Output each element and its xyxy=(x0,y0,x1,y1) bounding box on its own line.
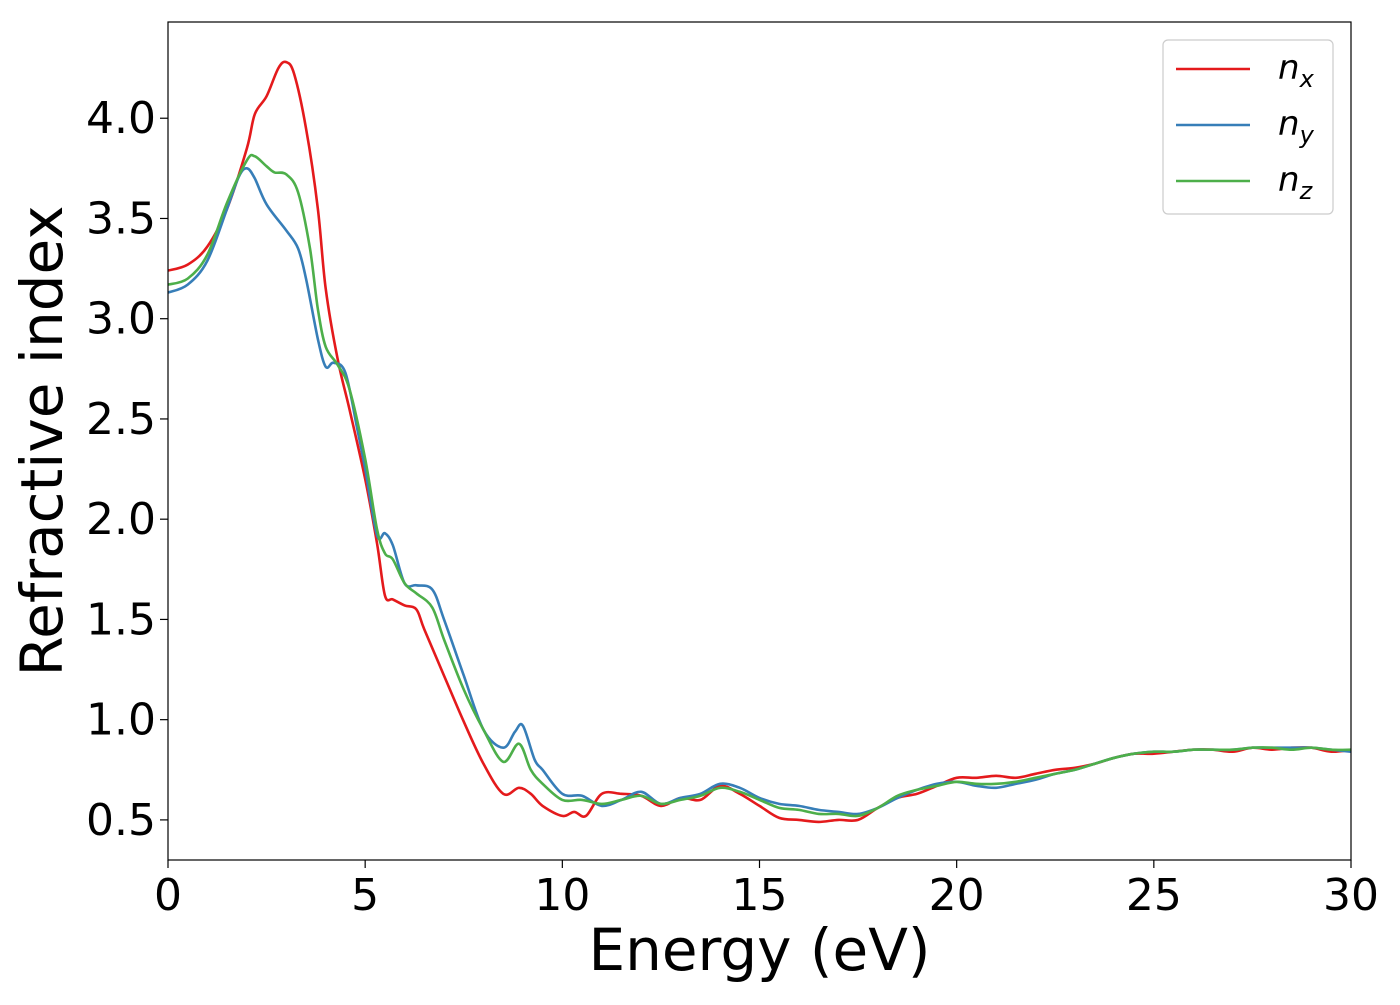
x-tick-label: 15 xyxy=(732,870,788,921)
x-tick-label: 5 xyxy=(351,870,379,921)
y-axis: 0.5 1.0 1.5 2.0 2.5 3.0 3.5 4.0 xyxy=(86,93,168,846)
series-line-y xyxy=(168,166,1351,816)
y-tick-label: 3.0 xyxy=(86,294,156,345)
series-line-z xyxy=(168,153,1351,818)
x-tick-label: 30 xyxy=(1323,870,1379,921)
y-axis-label: Refractive index xyxy=(8,205,76,676)
legend: nx ny nz xyxy=(1162,39,1334,215)
y-tick-label: 1.5 xyxy=(86,594,156,645)
x-tick-label: 25 xyxy=(1126,870,1182,921)
legend-box xyxy=(1162,39,1334,215)
x-tick-label: 10 xyxy=(534,870,590,921)
x-tick-label: 20 xyxy=(929,870,985,921)
y-tick-label: 0.5 xyxy=(86,795,156,846)
legend-label-y: ny xyxy=(1278,104,1315,149)
y-tick-label: 2.5 xyxy=(86,394,156,445)
y-tick-label: 3.5 xyxy=(86,193,156,244)
legend-label-x: nx xyxy=(1278,48,1315,93)
y-tick-label: 2.0 xyxy=(86,494,156,545)
series-layer xyxy=(168,60,1351,824)
x-axis-label: Energy (eV) xyxy=(588,916,930,984)
legend-label-z: nz xyxy=(1278,160,1314,205)
y-tick-label: 4.0 xyxy=(86,93,156,144)
x-axis: 0 5 10 15 20 25 30 xyxy=(154,860,1379,921)
x-tick-label: 0 xyxy=(154,870,182,921)
y-tick-label: 1.0 xyxy=(86,695,156,746)
